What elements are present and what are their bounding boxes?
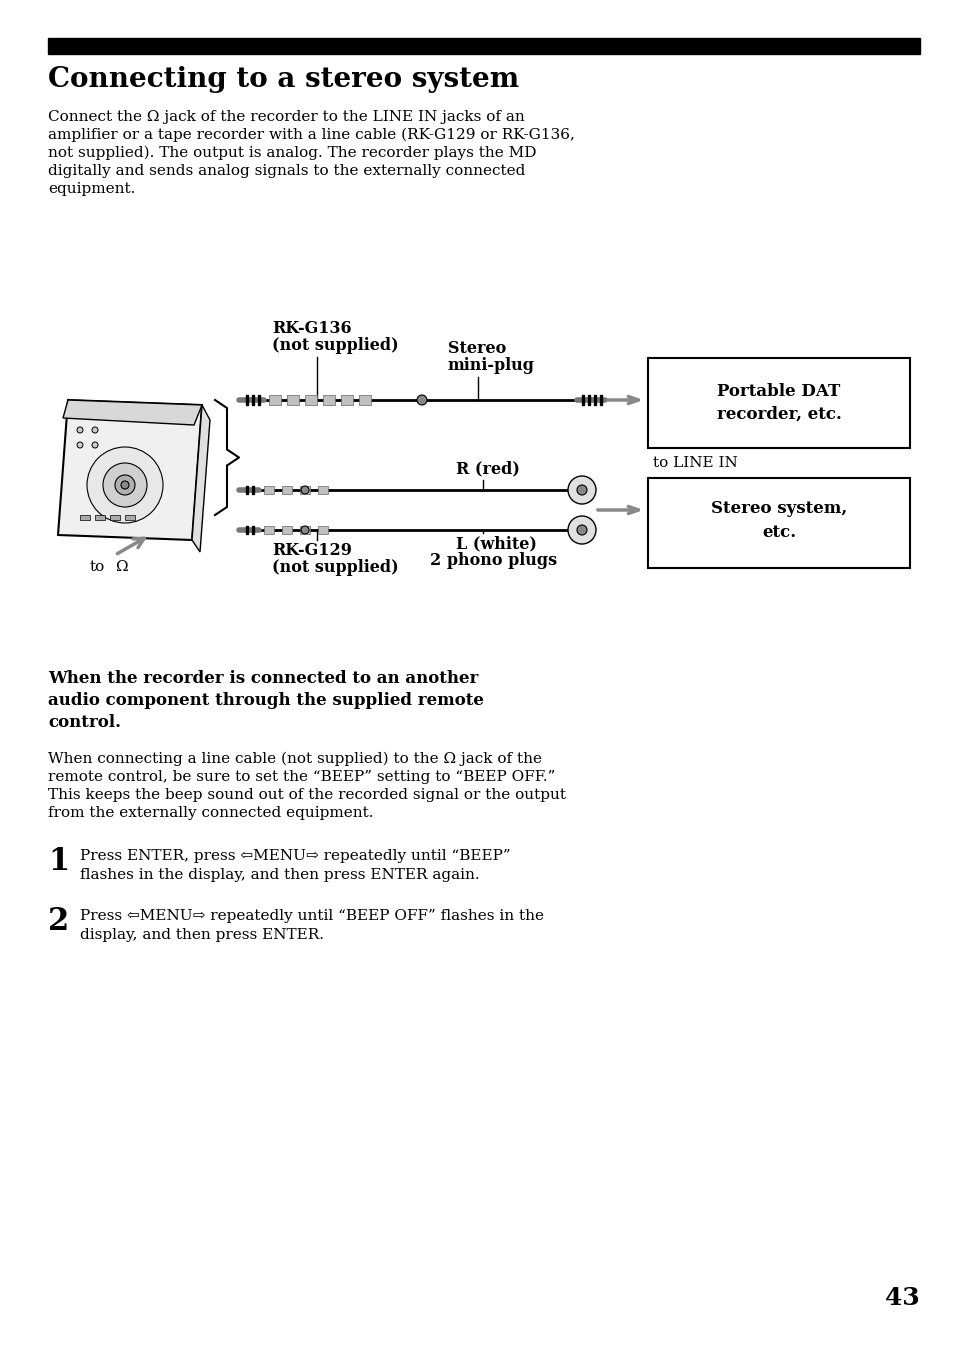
- Text: When the recorder is connected to an another: When the recorder is connected to an ano…: [48, 670, 477, 687]
- Bar: [299, 526, 310, 534]
- Bar: [287, 395, 298, 405]
- Text: RK-G136: RK-G136: [272, 320, 352, 338]
- Text: Portable DAT: Portable DAT: [717, 383, 840, 399]
- Bar: [246, 395, 248, 405]
- Bar: [647, 477, 909, 568]
- Text: amplifier or a tape recorder with a line cable (RK-G129 or RK-G136,: amplifier or a tape recorder with a line…: [48, 128, 575, 143]
- Circle shape: [577, 486, 586, 495]
- Text: Connecting to a stereo system: Connecting to a stereo system: [48, 66, 518, 93]
- Polygon shape: [58, 399, 202, 539]
- Bar: [599, 395, 601, 405]
- Text: Connect the Ω jack of the recorder to the LINE IN jacks of an: Connect the Ω jack of the recorder to th…: [48, 110, 524, 124]
- Text: control.: control.: [48, 714, 121, 730]
- Bar: [269, 395, 281, 405]
- Text: mini-plug: mini-plug: [448, 356, 535, 374]
- Bar: [264, 486, 274, 494]
- Bar: [246, 526, 248, 534]
- Bar: [317, 486, 328, 494]
- Circle shape: [77, 426, 83, 433]
- Text: 43: 43: [884, 1286, 919, 1310]
- Bar: [282, 526, 292, 534]
- Polygon shape: [63, 399, 202, 425]
- Bar: [252, 395, 253, 405]
- Circle shape: [567, 516, 596, 543]
- Text: 1: 1: [48, 846, 69, 877]
- Bar: [252, 486, 253, 494]
- Bar: [594, 395, 596, 405]
- Circle shape: [91, 426, 98, 433]
- Bar: [48, 38, 919, 54]
- Bar: [282, 486, 292, 494]
- Text: 2: 2: [48, 907, 70, 937]
- Circle shape: [103, 463, 147, 507]
- Text: (not supplied): (not supplied): [272, 560, 398, 576]
- Text: Stereo: Stereo: [448, 340, 506, 356]
- Circle shape: [77, 443, 83, 448]
- Circle shape: [577, 525, 586, 535]
- Text: from the externally connected equipment.: from the externally connected equipment.: [48, 806, 374, 820]
- Bar: [581, 395, 583, 405]
- Text: 2 phono plugs: 2 phono plugs: [430, 551, 557, 569]
- Text: to: to: [90, 560, 105, 574]
- Text: to LINE IN: to LINE IN: [652, 456, 737, 469]
- Text: etc.: etc.: [761, 525, 795, 541]
- Circle shape: [301, 526, 309, 534]
- Bar: [317, 526, 328, 534]
- Bar: [358, 395, 371, 405]
- Bar: [125, 515, 135, 521]
- Bar: [95, 515, 105, 521]
- Circle shape: [567, 476, 596, 504]
- Text: L (white): L (white): [456, 535, 537, 551]
- Text: remote control, be sure to set the “BEEP” setting to “BEEP OFF.”: remote control, be sure to set the “BEEP…: [48, 769, 555, 784]
- Circle shape: [115, 475, 135, 495]
- Circle shape: [91, 443, 98, 448]
- Text: This keeps the beep sound out of the recorded signal or the output: This keeps the beep sound out of the rec…: [48, 788, 565, 802]
- Circle shape: [121, 482, 129, 490]
- Text: Press ⇦MENU⇨ repeatedly until “BEEP OFF” flashes in the
display, and then press : Press ⇦MENU⇨ repeatedly until “BEEP OFF”…: [80, 909, 543, 943]
- Bar: [252, 526, 253, 534]
- Bar: [264, 526, 274, 534]
- Bar: [80, 515, 90, 521]
- Text: equipment.: equipment.: [48, 182, 135, 196]
- Bar: [647, 358, 909, 448]
- Bar: [305, 395, 316, 405]
- Text: audio component through the supplied remote: audio component through the supplied rem…: [48, 691, 483, 709]
- Bar: [323, 395, 335, 405]
- Bar: [299, 486, 310, 494]
- Text: Press ENTER, press ⇦MENU⇨ repeatedly until “BEEP”
flashes in the display, and th: Press ENTER, press ⇦MENU⇨ repeatedly unt…: [80, 849, 510, 882]
- Bar: [587, 395, 589, 405]
- Bar: [246, 486, 248, 494]
- Bar: [257, 395, 260, 405]
- Bar: [340, 395, 353, 405]
- Circle shape: [301, 486, 309, 494]
- Text: recorder, etc.: recorder, etc.: [716, 406, 841, 422]
- Text: Ω: Ω: [115, 560, 128, 574]
- Bar: [110, 515, 120, 521]
- Circle shape: [87, 447, 163, 523]
- Text: (not supplied): (not supplied): [272, 338, 398, 354]
- Text: RK-G129: RK-G129: [272, 542, 352, 560]
- Text: Stereo system,: Stereo system,: [710, 500, 846, 516]
- Text: When connecting a line cable (not supplied) to the Ω jack of the: When connecting a line cable (not suppli…: [48, 752, 541, 767]
- Text: digitally and sends analog signals to the externally connected: digitally and sends analog signals to th…: [48, 164, 525, 178]
- Text: R (red): R (red): [456, 460, 519, 477]
- Text: not supplied). The output is analog. The recorder plays the MD: not supplied). The output is analog. The…: [48, 147, 536, 160]
- Polygon shape: [192, 405, 210, 551]
- Circle shape: [416, 395, 427, 405]
